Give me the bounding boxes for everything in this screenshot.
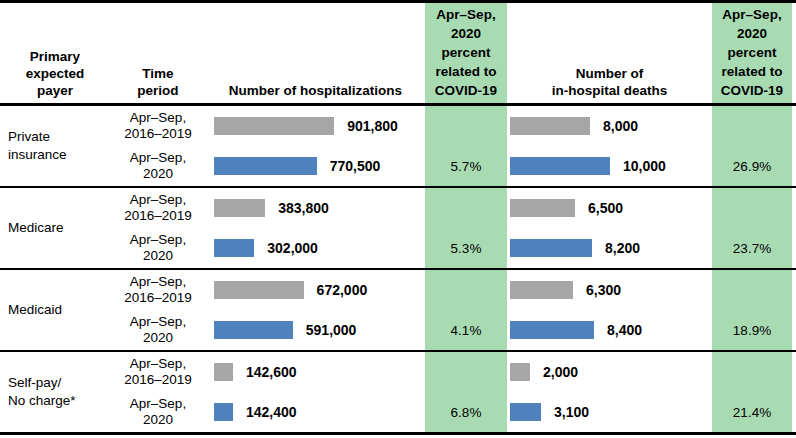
- deaths-value: 3,100: [554, 404, 589, 420]
- time-period-label: Apr–Sep, 2016–2019: [110, 106, 206, 146]
- payer-label: Private insurance: [0, 106, 110, 186]
- covid-percent-hospitalizations: 6.8%: [425, 352, 507, 432]
- deaths-bar-2020: [510, 239, 592, 257]
- hospitalizations-value: 770,500: [330, 158, 381, 174]
- hospitalizations-bar-row: 142,600: [206, 352, 425, 392]
- deaths-bar-2020: [510, 403, 541, 421]
- deaths-value: 8,000: [603, 118, 638, 134]
- time-period-label: Apr–Sep, 2016–2019: [110, 188, 206, 228]
- hospitalizations-bar-row: 591,000: [206, 310, 425, 350]
- covid-percent-deaths: 21.4%: [712, 352, 792, 432]
- deaths-bar-row: 2,000: [507, 352, 712, 392]
- hospitalizations-value: 302,000: [267, 240, 318, 256]
- hospitalizations-bar-row: 672,000: [206, 270, 425, 310]
- deaths-bar-row: 8,400: [507, 310, 712, 350]
- deaths-bar-row: 6,500: [507, 188, 712, 228]
- hospitalizations-value: 383,800: [278, 200, 329, 216]
- covid-percent-deaths: 23.7%: [712, 188, 792, 268]
- header-covid-percent-hospitalizations: Apr–Sep, 2020 percent related to COVID-1…: [425, 3, 507, 103]
- deaths-bar-row: 6,300: [507, 270, 712, 310]
- table-header: Primary expected payer Time period Numbe…: [0, 0, 796, 106]
- payer-group-medicare: Medicare Apr–Sep, 2016–2019 Apr–Sep, 202…: [0, 188, 796, 270]
- hospitalizations-deaths-by-payer-figure: Primary expected payer Time period Numbe…: [0, 0, 796, 438]
- hospitalizations-bar-row: 302,000: [206, 228, 425, 268]
- payer-group-self-pay-no-charge: Self-pay/ No charge* Apr–Sep, 2016–2019 …: [0, 352, 796, 435]
- covid-percent-deaths: 26.9%: [712, 106, 792, 186]
- deaths-bar-2016-2019: [510, 281, 573, 299]
- hospitalizations-bar-row: 383,800: [206, 188, 425, 228]
- hospitalizations-bar-2016-2019: [214, 281, 304, 299]
- payer-label: Medicaid: [0, 270, 110, 350]
- deaths-bar-2016-2019: [510, 117, 590, 135]
- deaths-bar-2020: [510, 157, 610, 175]
- payer-label: Medicare: [0, 188, 110, 268]
- time-period-label: Apr–Sep, 2020: [110, 310, 206, 350]
- deaths-bar-2020: [510, 321, 594, 339]
- deaths-value: 6,500: [588, 200, 623, 216]
- time-period-label: Apr–Sep, 2020: [110, 228, 206, 268]
- deaths-value: 6,300: [586, 282, 621, 298]
- deaths-bar-row: 10,000: [507, 146, 712, 186]
- deaths-bar-2016-2019: [510, 363, 530, 381]
- deaths-value: 8,200: [605, 240, 640, 256]
- hospitalizations-value: 142,400: [246, 404, 297, 420]
- payer-group-medicaid: Medicaid Apr–Sep, 2016–2019 Apr–Sep, 202…: [0, 270, 796, 352]
- hospitalizations-bar-2016-2019: [214, 363, 233, 381]
- deaths-value: 8,400: [607, 322, 642, 338]
- deaths-bar-row: 8,000: [507, 106, 712, 146]
- deaths-bar-row: 3,100: [507, 392, 712, 432]
- deaths-bar-2016-2019: [510, 199, 575, 217]
- hospitalizations-value: 672,000: [317, 282, 368, 298]
- header-number-of-hospitalizations: Number of hospitalizations: [206, 3, 425, 103]
- hospitalizations-bar-row: 901,800: [206, 106, 425, 146]
- deaths-value: 10,000: [623, 158, 666, 174]
- hospitalizations-bar-2016-2019: [214, 199, 265, 217]
- hospitalizations-bar-2020: [214, 321, 293, 339]
- hospitalizations-bar-2020: [214, 157, 317, 175]
- hospitalizations-bar-row: 770,500: [206, 146, 425, 186]
- covid-percent-deaths: 18.9%: [712, 270, 792, 350]
- time-period-label: Apr–Sep, 2016–2019: [110, 270, 206, 310]
- covid-percent-hospitalizations: 5.7%: [425, 106, 507, 186]
- hospitalizations-bar-2020: [214, 403, 233, 421]
- hospitalizations-value: 591,000: [306, 322, 357, 338]
- header-number-of-in-hospital-deaths: Number of in-hospital deaths: [507, 3, 712, 103]
- covid-percent-hospitalizations: 5.3%: [425, 188, 507, 268]
- hospitalizations-bar-row: 142,400: [206, 392, 425, 432]
- time-period-label: Apr–Sep, 2020: [110, 146, 206, 186]
- payer-label: Self-pay/ No charge*: [0, 352, 110, 432]
- header-time-period: Time period: [110, 3, 206, 103]
- time-period-label: Apr–Sep, 2020: [110, 392, 206, 432]
- hospitalizations-value: 142,600: [246, 364, 297, 380]
- hospitalizations-value: 901,800: [347, 118, 398, 134]
- header-covid-percent-deaths: Apr–Sep, 2020 percent related to COVID-1…: [712, 3, 792, 103]
- hospitalizations-bar-2016-2019: [214, 117, 334, 135]
- time-period-label: Apr–Sep, 2016–2019: [110, 352, 206, 392]
- payer-group-private-insurance: Private insurance Apr–Sep, 2016–2019 Apr…: [0, 106, 796, 188]
- deaths-value: 2,000: [543, 364, 578, 380]
- deaths-bar-row: 8,200: [507, 228, 712, 268]
- covid-percent-hospitalizations: 4.1%: [425, 270, 507, 350]
- hospitalizations-bar-2020: [214, 239, 254, 257]
- header-primary-expected-payer: Primary expected payer: [0, 3, 110, 103]
